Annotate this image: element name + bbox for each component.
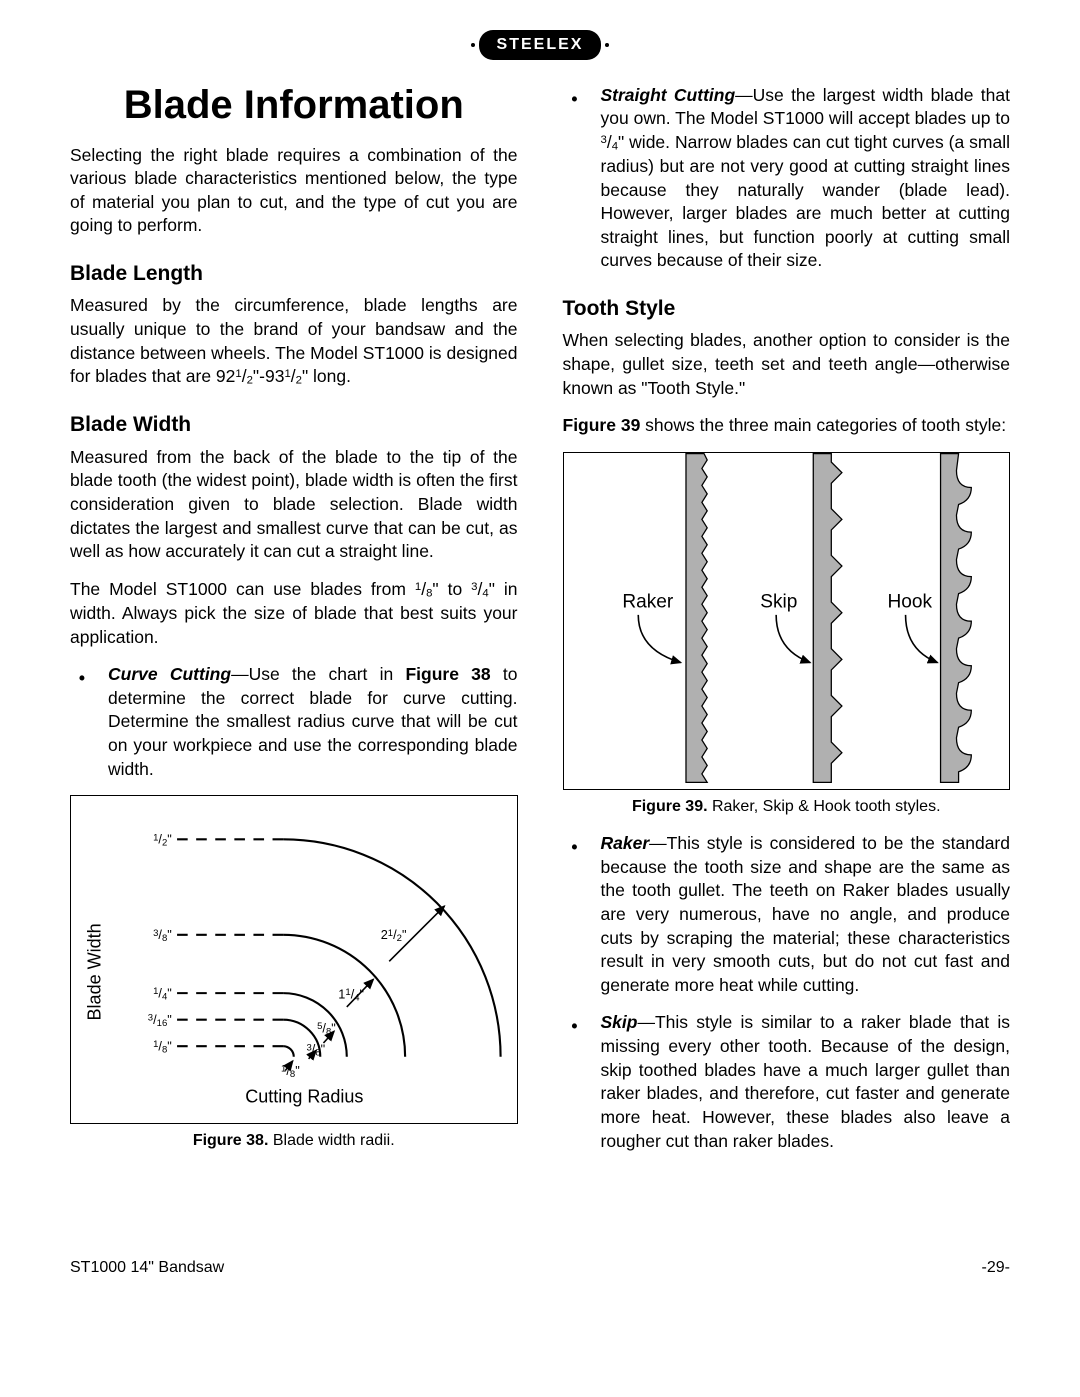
straight-lead: Straight Cutting — [601, 85, 736, 105]
page-title: Blade Information — [70, 78, 518, 132]
fig38-caption-bold: Figure 38. — [193, 1132, 269, 1149]
heading-tooth-style: Tooth Style — [563, 295, 1011, 323]
heading-blade-width: Blade Width — [70, 411, 518, 439]
fig38-width-lines: 1/2" 3/8" 1/4" 3/16" 1/8" — [148, 832, 283, 1056]
svg-text:5/8": 5/8" — [317, 1021, 336, 1038]
blade-length-body: Measured by the circumference, blade len… — [70, 294, 518, 389]
figref-38: Figure 38 — [405, 664, 490, 684]
svg-text:1/8": 1/8" — [153, 1039, 172, 1056]
footer-left: ST1000 14" Bandsaw — [70, 1257, 224, 1279]
fig39-caption-bold: Figure 39. — [632, 798, 708, 815]
figref-39: Figure 39 — [563, 415, 641, 435]
fig38-arcs — [283, 840, 500, 1057]
figure-38-caption: Figure 38. Blade width radii. — [70, 1130, 518, 1152]
svg-text:1/2": 1/2" — [153, 832, 172, 849]
bullet-curve-cutting: • Curve Cutting—Use the chart in Figure … — [70, 663, 518, 781]
bullet-skip: • Skip—This style is similar to a raker … — [563, 1011, 1011, 1153]
fig39-caption-text: Raker, Skip & Hook tooth styles. — [708, 798, 941, 815]
tooth-p1: When selecting blades, another option to… — [563, 329, 1011, 400]
bullet-straight-cutting: • Straight Cutting—Use the largest width… — [563, 84, 1011, 273]
fig39-labels: Raker Skip Hook — [622, 591, 932, 612]
bullet-raker: • Raker—This style is considered to be t… — [563, 832, 1011, 997]
figure-38-box: Blade Width Cutting Radius 1/2" 3/8" 1/4… — [70, 795, 518, 1124]
figure-39-svg: Raker Skip Hook — [564, 453, 1010, 783]
bullet-dot-icon: • — [563, 84, 587, 273]
fig39-arrows — [638, 615, 937, 663]
fig39-blades — [685, 453, 970, 782]
svg-text:1/4": 1/4" — [153, 986, 172, 1003]
heading-blade-length: Blade Length — [70, 260, 518, 288]
svg-text:3/8": 3/8" — [153, 927, 172, 944]
svg-text:Raker: Raker — [622, 591, 674, 612]
svg-text:11/4": 11/4" — [338, 987, 364, 1004]
raker-lead: Raker — [601, 833, 650, 853]
left-column: Blade Information Selecting the right bl… — [70, 78, 518, 1168]
intro-paragraph: Selecting the right blade requires a com… — [70, 144, 518, 239]
brand-text: STEELEX — [479, 30, 602, 60]
fig38-caption-text: Blade width radii. — [268, 1132, 394, 1149]
bullet-dot-icon: • — [70, 663, 94, 781]
blade-width-p2: The Model ST1000 can use blades from 1/8… — [70, 578, 518, 649]
skip-lead: Skip — [601, 1012, 638, 1032]
fig38-xlabel: Cutting Radius — [245, 1087, 363, 1107]
figure-38-svg: Blade Width Cutting Radius 1/2" 3/8" 1/4… — [71, 796, 517, 1116]
footer-right: -29- — [982, 1257, 1010, 1279]
svg-text:3/16": 3/16" — [148, 1012, 172, 1029]
curve-lead: Curve Cutting — [108, 664, 231, 684]
right-column: • Straight Cutting—Use the largest width… — [563, 78, 1011, 1168]
svg-text:Skip: Skip — [760, 591, 797, 612]
svg-text:3/8": 3/8" — [306, 1042, 325, 1059]
brand-logo: STEELEX — [70, 30, 1010, 60]
tooth-p2: Figure 39 shows the three main categorie… — [563, 414, 1011, 438]
bullet-dot-icon: • — [563, 1011, 587, 1153]
figure-39-caption: Figure 39. Raker, Skip & Hook tooth styl… — [563, 796, 1011, 818]
svg-text:1/8": 1/8" — [281, 1063, 300, 1080]
figure-39-box: Raker Skip Hook — [563, 452, 1011, 791]
fig38-ylabel: Blade Width — [85, 924, 105, 1021]
blade-width-p1: Measured from the back of the blade to t… — [70, 446, 518, 564]
svg-text:Hook: Hook — [887, 591, 932, 612]
bullet-dot-icon: • — [563, 832, 587, 997]
page-footer: ST1000 14" Bandsaw -29- — [70, 1257, 1010, 1279]
svg-text:21/2": 21/2" — [381, 927, 407, 944]
